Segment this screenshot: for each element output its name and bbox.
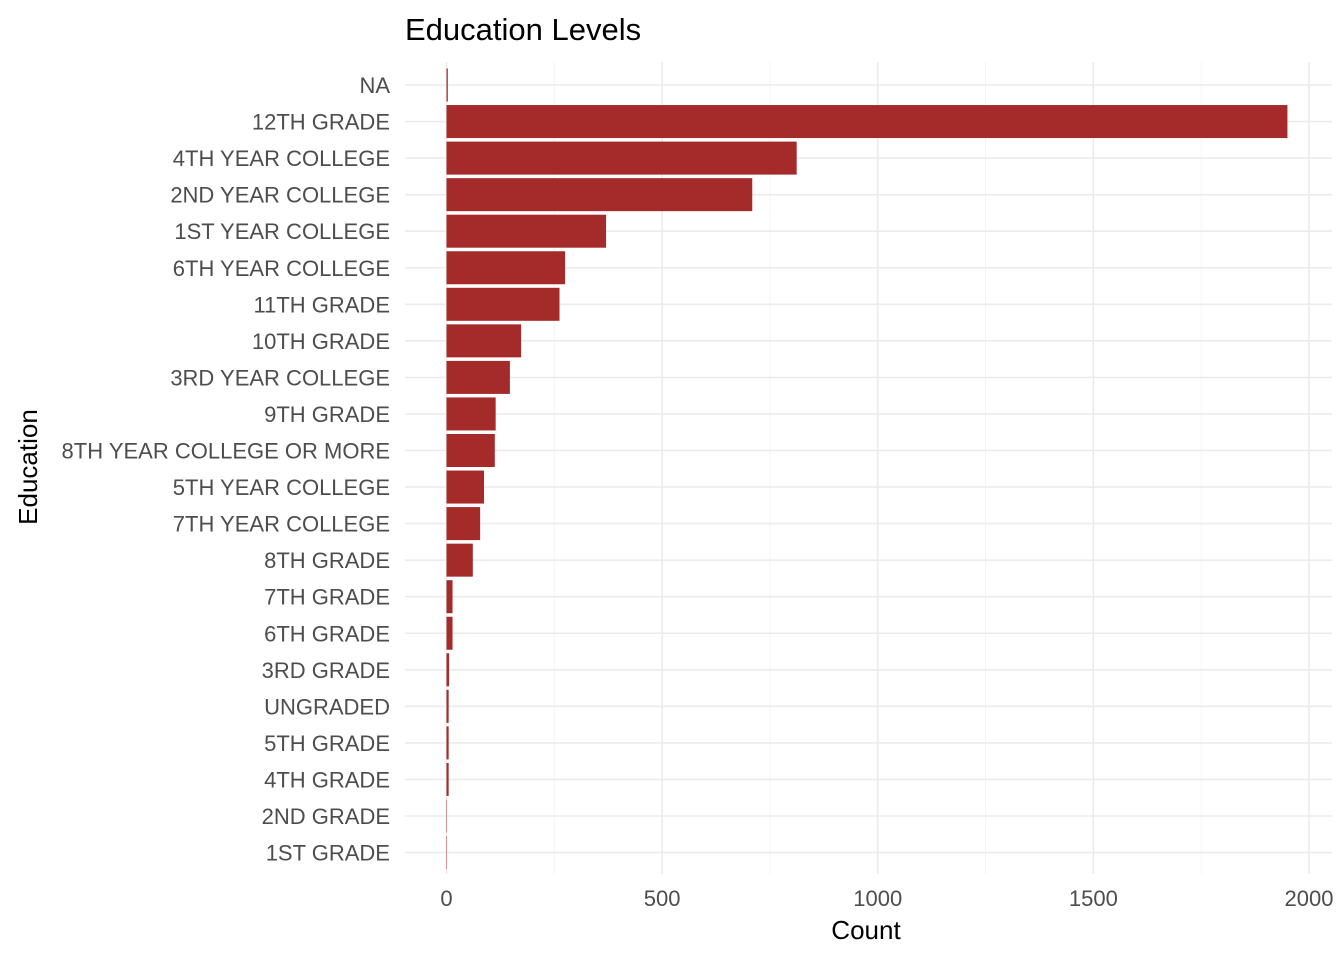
y-tick-label: 10TH GRADE (252, 329, 390, 354)
y-tick-label: 11TH GRADE (253, 292, 390, 317)
y-tick-label: UNGRADED (264, 694, 390, 719)
bar (446, 397, 496, 431)
bar (446, 653, 450, 687)
bar (446, 434, 495, 467)
y-tick-label: 3RD YEAR COLLEGE (170, 365, 390, 390)
bar (446, 324, 522, 358)
x-tick-label: 2000 (1285, 886, 1334, 911)
y-tick-label: 5TH YEAR COLLEGE (173, 475, 390, 500)
y-tick-label: 1ST YEAR COLLEGE (174, 219, 390, 244)
bar (446, 689, 449, 723)
bar (446, 470, 485, 504)
y-tick-label: 4TH GRADE (264, 767, 390, 792)
x-axis-title: Count (831, 915, 901, 945)
bar (446, 360, 510, 394)
bar (446, 214, 607, 248)
y-tick-label: 8TH GRADE (264, 548, 390, 573)
bars (446, 68, 1288, 870)
x-tick-label: 500 (644, 886, 681, 911)
y-tick-label: 1ST GRADE (266, 841, 390, 866)
bar (446, 726, 449, 760)
x-tick-label: 1500 (1069, 886, 1118, 911)
y-axis-title: Education (13, 409, 43, 525)
y-tick-label: 12TH GRADE (252, 110, 390, 135)
y-tick-label: 8TH YEAR COLLEGE OR MORE (62, 439, 390, 464)
y-tick-labels: NA 12TH GRADE 4TH YEAR COLLEGE 2ND YEAR COL… (62, 73, 391, 866)
bar (446, 178, 753, 212)
x-tick-label: 1000 (853, 886, 902, 911)
bar (446, 68, 448, 102)
x-tick-labels: 0 500 1000 1500 2000 (440, 886, 1333, 911)
chart-title: Education Levels (405, 12, 641, 47)
y-tick-label: 6TH GRADE (264, 621, 390, 646)
y-tick-label: 9TH GRADE (264, 402, 390, 427)
y-tick-label: 2ND YEAR COLLEGE (170, 183, 390, 208)
bar (446, 105, 1288, 139)
bar (446, 287, 560, 321)
y-tick-label: 3RD GRADE (262, 658, 390, 683)
bar (446, 507, 481, 541)
bar (446, 580, 453, 614)
bar (446, 616, 453, 650)
y-tick-label: 6TH YEAR COLLEGE (173, 256, 390, 281)
y-tick-label: NA (359, 73, 390, 98)
bar (446, 543, 473, 577)
y-tick-label: 7TH YEAR COLLEGE (173, 512, 390, 537)
x-tick-label: 0 (440, 886, 452, 911)
bar (446, 141, 797, 175)
bar (446, 762, 449, 796)
y-tick-label: 4TH YEAR COLLEGE (173, 146, 390, 171)
y-tick-label: 7TH GRADE (264, 585, 390, 610)
y-tick-label: 2ND GRADE (262, 804, 390, 829)
y-tick-label: 5TH GRADE (264, 731, 390, 756)
bar (446, 251, 566, 285)
